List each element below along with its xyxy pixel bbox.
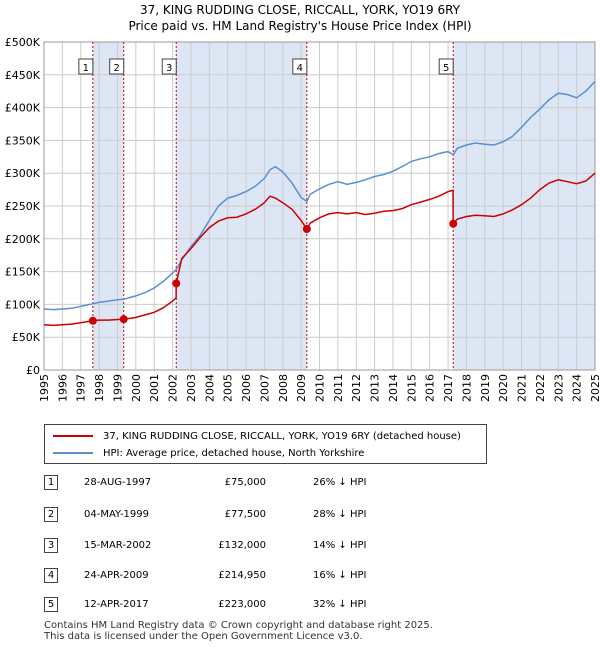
sale-point: [172, 279, 181, 288]
y-tick-label: £500K: [5, 36, 41, 49]
x-tick-label: 2016: [424, 374, 437, 402]
x-tick-label: 2023: [552, 374, 565, 402]
x-tick-label: 1995: [38, 374, 51, 402]
transaction-date: 28-AUG-1997: [84, 477, 152, 488]
y-tick-label: £150K: [5, 266, 41, 279]
x-tick-label: 2001: [148, 374, 161, 402]
hpi-line: [43, 80, 596, 311]
x-tick-label: 2008: [277, 374, 290, 402]
y-tick-label: £450K: [5, 69, 41, 82]
transaction-row: 3 15-MAR-2002 £132,000 14% ↓ HPI: [0, 538, 600, 556]
sale-point: [302, 224, 311, 233]
transaction-price: £77,500: [224, 509, 266, 520]
y-tick-label: £100K: [5, 298, 41, 311]
y-tick-label: £250K: [5, 200, 41, 213]
sale-number-box: [292, 58, 308, 75]
x-tick-label: 2022: [534, 374, 547, 402]
sale-number-label: 5: [443, 63, 449, 74]
transaction-price: £75,000: [224, 477, 266, 488]
x-tick-label: 2021: [516, 374, 529, 402]
transaction-row: 5 12-APR-2017 £223,000 32% ↓ HPI: [0, 597, 600, 615]
x-tick-label: 2019: [479, 374, 492, 402]
x-tick-label: 2005: [222, 374, 235, 402]
x-tick-label: 2000: [130, 374, 143, 402]
x-tick-label: 2006: [240, 374, 253, 402]
transaction-row: 2 04-MAY-1999 £77,500 28% ↓ HPI: [0, 507, 600, 525]
chart-title: 37, KING RUDDING CLOSE, RICCALL, YORK, Y…: [139, 3, 461, 17]
legend-label-hpi: HPI: Average price, detached house, Nort…: [103, 447, 365, 459]
transaction-date: 12-APR-2017: [84, 599, 149, 610]
x-tick-label: 2017: [442, 374, 455, 402]
x-tick-label: 2015: [405, 374, 418, 402]
transaction-hpi-diff: 16% ↓ HPI: [313, 570, 367, 581]
sale-number-box: [78, 58, 94, 75]
sale-number-label: 1: [83, 63, 89, 74]
x-tick-label: 1996: [56, 374, 69, 402]
transaction-number: 3: [44, 538, 58, 553]
transaction-price: £214,950: [218, 570, 266, 581]
x-tick-label: 2014: [387, 374, 400, 402]
transaction-date: 24-APR-2009: [84, 570, 149, 581]
price-chart: £0 £50K £100K £150K £200K £250K £300K £350K £400…: [5, 36, 600, 402]
x-tick-label: 2025: [589, 374, 600, 402]
transaction-number: 2: [44, 507, 58, 522]
x-tick-label: 2011: [332, 374, 345, 402]
x-tick-label: 2013: [369, 374, 382, 402]
sale-number-box: [161, 58, 177, 75]
x-tick-label: 1998: [93, 374, 106, 402]
property-price-line: [43, 172, 596, 327]
y-tick-label: £0: [26, 364, 40, 377]
y-tick-label: £400K: [5, 102, 41, 115]
transaction-price: £223,000: [218, 599, 266, 610]
legend-item-property: 37, KING RUDDING CLOSE, RICCALL, YORK, Y…: [53, 429, 461, 443]
transaction-price: £132,000: [218, 540, 266, 551]
transaction-hpi-diff: 14% ↓ HPI: [313, 540, 367, 551]
x-tick-label: 2007: [258, 374, 271, 402]
x-tick-label: 2018: [460, 374, 473, 402]
x-tick-label: 2012: [350, 374, 363, 402]
y-tick-label: £200K: [5, 233, 41, 246]
sale-number-label: 4: [297, 63, 303, 74]
legend-swatch-blue: [53, 452, 93, 454]
x-tick-label: 2009: [295, 374, 308, 402]
transaction-number: 5: [44, 597, 58, 612]
y-tick-label: £50K: [12, 331, 41, 344]
transaction-row: 1 28-AUG-1997 £75,000 26% ↓ HPI: [0, 475, 600, 493]
transaction-hpi-diff: 28% ↓ HPI: [313, 509, 367, 520]
x-tick-label: 2010: [314, 374, 327, 402]
x-tick-label: 2002: [167, 374, 180, 402]
sale-number-label: 2: [114, 63, 120, 74]
x-tick-label: 2004: [203, 374, 216, 402]
sale-point: [88, 316, 97, 325]
transaction-date: 15-MAR-2002: [84, 540, 152, 551]
footer-license: This data is licensed under the Open Gov…: [44, 631, 363, 642]
transaction-row: 4 24-APR-2009 £214,950 16% ↓ HPI: [0, 568, 600, 586]
x-tick-label: 2024: [571, 374, 584, 402]
x-tick-label: 1999: [111, 374, 124, 402]
chart-subtitle: Price paid vs. HM Land Registry's House …: [128, 19, 472, 33]
sale-point: [449, 219, 458, 228]
chart-legend: 37, KING RUDDING CLOSE, RICCALL, YORK, Y…: [44, 424, 487, 464]
transaction-hpi-diff: 32% ↓ HPI: [313, 599, 367, 610]
sale-number-box: [438, 58, 454, 75]
sale-number-label: 3: [166, 63, 172, 74]
legend-swatch-red: [53, 435, 93, 437]
sale-point: [119, 315, 128, 324]
plot-border: [43, 41, 596, 371]
legend-label-property: 37, KING RUDDING CLOSE, RICCALL, YORK, Y…: [103, 430, 461, 442]
transaction-hpi-diff: 26% ↓ HPI: [313, 477, 367, 488]
x-tick-label: 2020: [497, 374, 510, 402]
y-tick-label: £300K: [5, 167, 41, 180]
transaction-number: 4: [44, 568, 58, 583]
x-tick-label: 2003: [185, 374, 198, 402]
x-tick-label: 1997: [75, 374, 88, 402]
sale-number-box: [109, 58, 125, 75]
y-tick-label: £350K: [5, 134, 41, 147]
footer-copyright: Contains HM Land Registry data © Crown c…: [44, 620, 433, 631]
transaction-date: 04-MAY-1999: [84, 509, 150, 520]
transaction-number: 1: [44, 475, 58, 490]
legend-item-hpi: HPI: Average price, detached house, Nort…: [53, 446, 364, 460]
